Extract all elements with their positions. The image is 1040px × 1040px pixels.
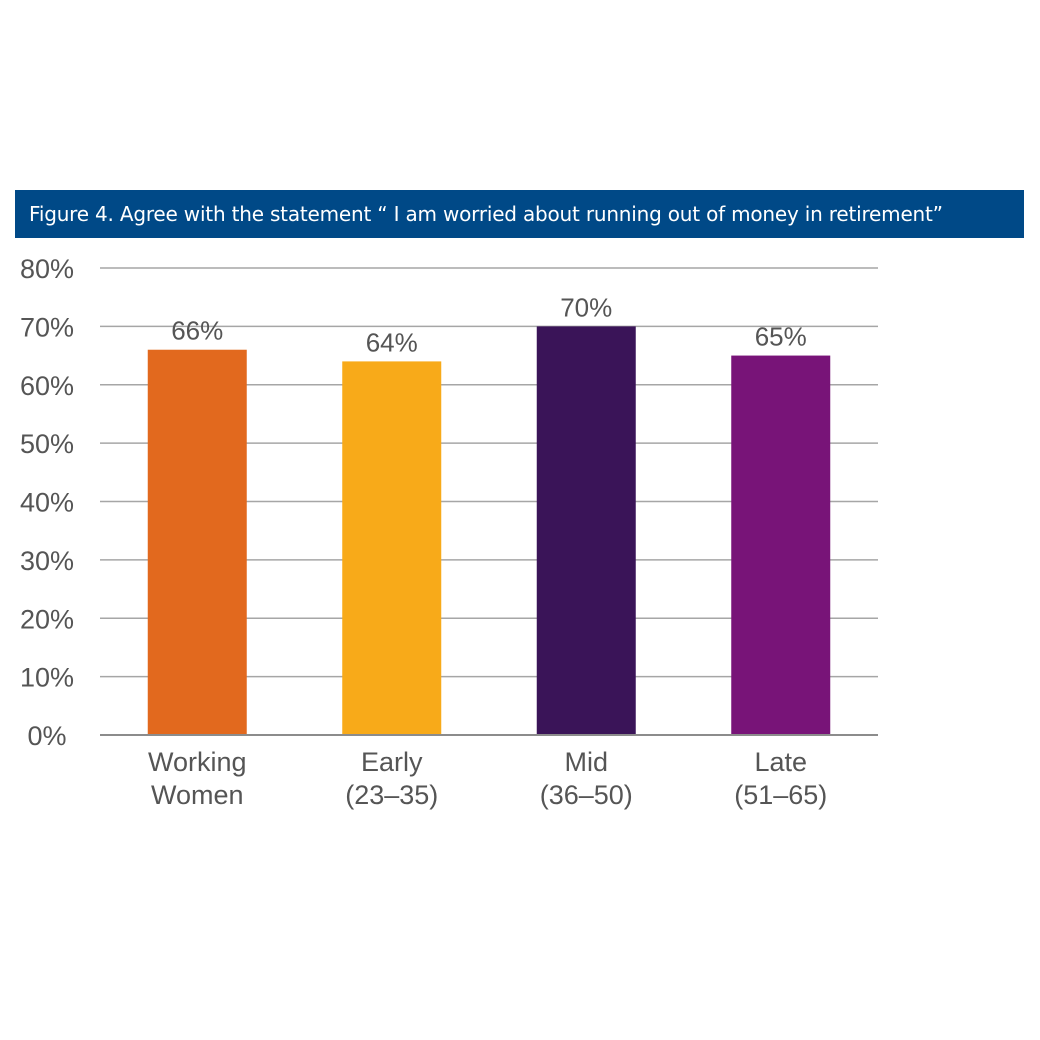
category-label-2-line-1: (36–50)	[540, 780, 633, 810]
y-tick-label-80: 80%	[20, 254, 74, 284]
data-label-2: 70%	[560, 292, 612, 322]
category-label-2-line-0: Mid	[564, 747, 608, 777]
bar-1	[342, 361, 442, 735]
y-tick-label-50: 50%	[20, 429, 74, 459]
category-label-3-line-0: Late	[754, 747, 807, 777]
chart-title: Figure 4. Agree with the statement “ I a…	[29, 202, 943, 226]
y-tick-label-0: 0%	[27, 721, 66, 751]
y-tick-label-30: 30%	[20, 546, 74, 576]
category-label-1-line-1: (23–35)	[345, 780, 438, 810]
y-tick-label-70: 70%	[20, 312, 74, 342]
y-axis-tick-labels: 0% 10% 20% 30% 40% 50% 60% 70% 80%	[20, 254, 74, 751]
category-label-0-line-1: Women	[151, 780, 244, 810]
y-tick-label-20: 20%	[20, 604, 74, 634]
bar-2	[536, 326, 636, 735]
data-label-0: 66%	[171, 316, 223, 346]
data-label-1: 64%	[366, 327, 418, 357]
category-label-3-line-1: (51–65)	[734, 780, 827, 810]
y-tick-label-60: 60%	[20, 371, 74, 401]
y-tick-label-10: 10%	[20, 663, 74, 693]
category-label-0-line-0: Working	[148, 747, 247, 777]
data-labels: 66% 64% 70% 65%	[171, 292, 807, 357]
chart-title-banner: Figure 4. Agree with the statement “ I a…	[15, 190, 1024, 238]
bar-3	[731, 355, 831, 735]
bar-0	[147, 349, 247, 735]
category-label-1-line-0: Early	[361, 747, 423, 777]
bars	[147, 326, 831, 735]
data-label-3: 65%	[755, 322, 807, 352]
y-tick-label-40: 40%	[20, 488, 74, 518]
